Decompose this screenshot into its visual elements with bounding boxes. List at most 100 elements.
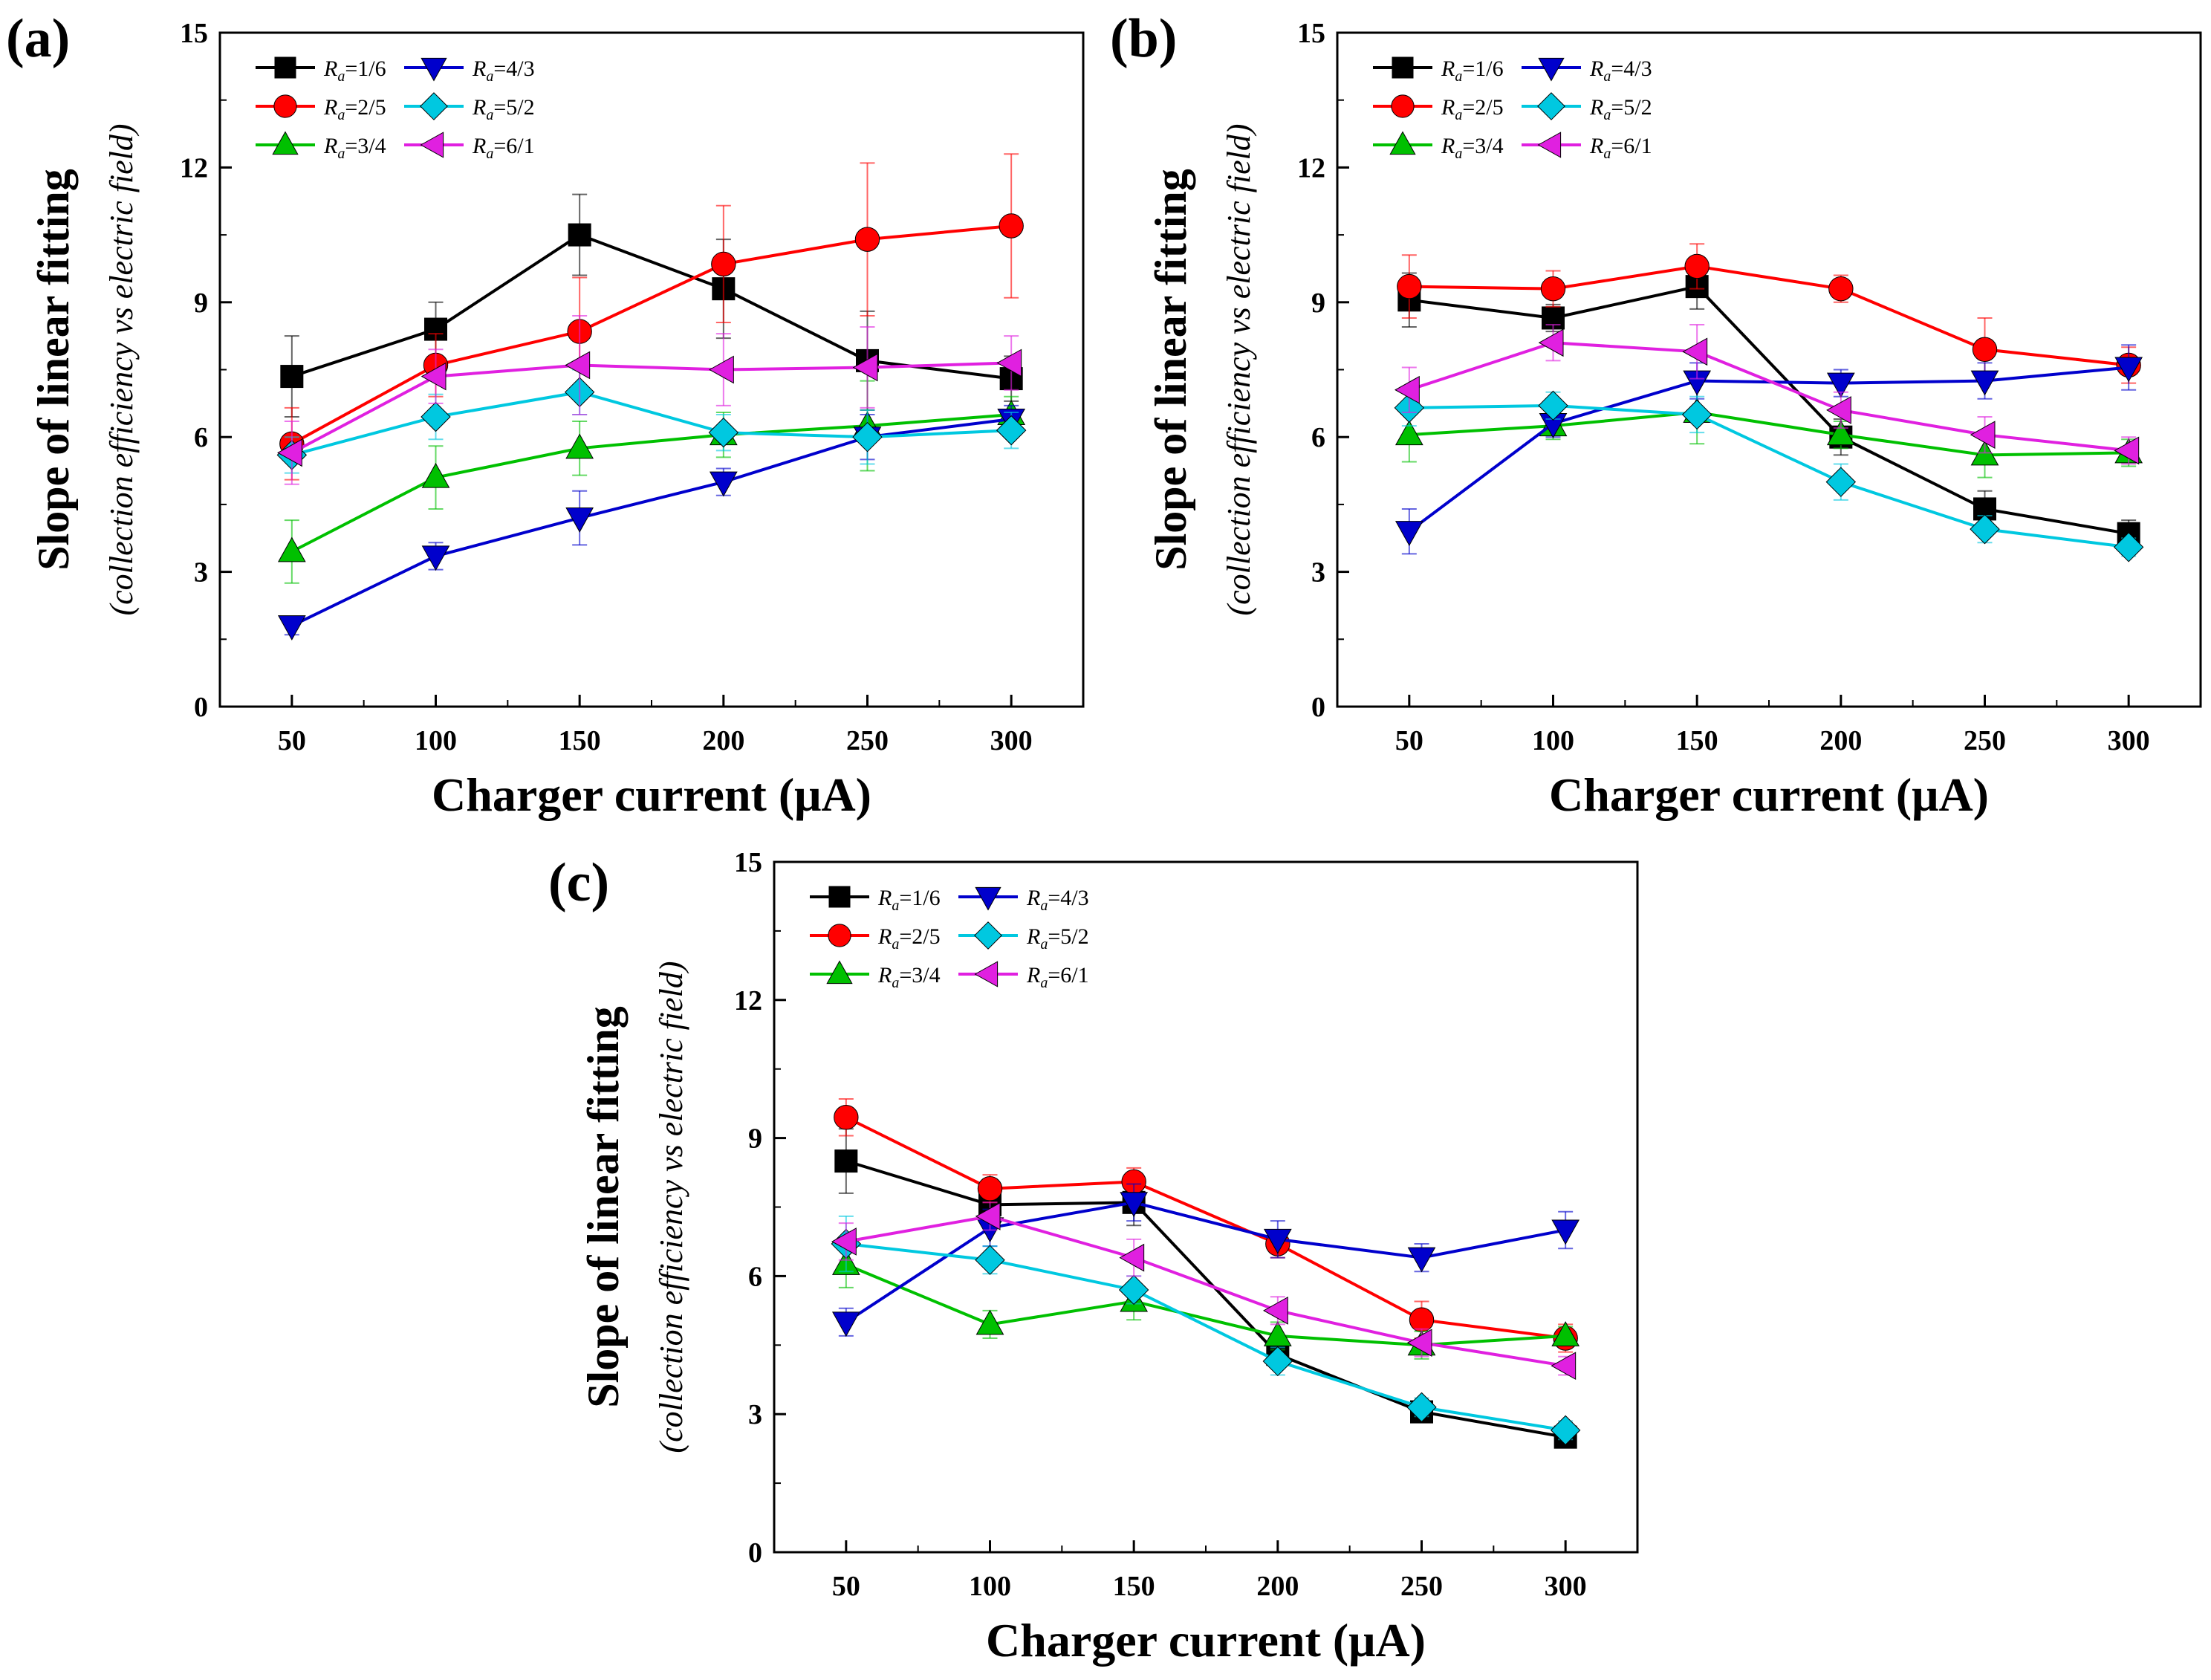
data-point <box>1407 1247 1436 1273</box>
data-point <box>1551 1321 1580 1346</box>
legend-value: =3/4 <box>899 963 940 987</box>
x-tick-label: 50 <box>1395 725 1423 756</box>
series-line <box>291 390 1012 457</box>
y-axis-label: Slope of linear fitting <box>29 169 78 571</box>
y-tick-label: 12 <box>1297 152 1325 184</box>
legend-symbol: R <box>1026 886 1040 910</box>
y-tick-label: 3 <box>194 557 208 588</box>
series-line <box>1409 403 2129 549</box>
data-point <box>1826 420 1855 446</box>
x-axis-label: Charger current (μA) <box>986 1614 1426 1667</box>
series-line <box>845 1201 1566 1324</box>
x-tick-label: 250 <box>846 725 889 756</box>
data-point <box>1406 1392 1437 1423</box>
x-axis-label: Charger current (μA) <box>1549 768 1989 821</box>
series-ra-5-2 <box>1394 389 2144 562</box>
x-tick-label: 200 <box>1256 1571 1299 1602</box>
y-tick-label: 0 <box>748 1537 762 1569</box>
data-point <box>565 507 594 533</box>
data-point <box>565 433 594 459</box>
data-point <box>711 251 736 277</box>
y-axis-sublabel: (collection efficiency vs electric field… <box>653 961 689 1453</box>
legend-label: Ra=1/6 <box>1441 56 1504 85</box>
data-point <box>1826 372 1855 398</box>
legend-marker <box>273 94 297 118</box>
data-point <box>975 1309 1004 1335</box>
data-point <box>565 351 591 380</box>
legend-item: Ra=4/3 <box>1522 56 1652 85</box>
legend-item: Ra=2/5 <box>810 924 941 953</box>
y-tick-label: 9 <box>748 1123 762 1155</box>
legend-subscript: a <box>1455 146 1462 162</box>
data-point <box>1395 375 1420 404</box>
data-point <box>852 353 878 382</box>
series-line <box>845 1263 1566 1347</box>
legend-symbol: R <box>1441 95 1455 120</box>
x-tick-label: 150 <box>559 725 601 756</box>
y-axis-sublabel: (collection efficiency vs electric field… <box>1221 123 1257 615</box>
data-point <box>1263 1321 1292 1346</box>
legend-value: =2/5 <box>345 95 386 120</box>
legend-marker <box>828 924 851 947</box>
legend-label: Ra=5/2 <box>1589 95 1652 123</box>
x-tick-label: 150 <box>1676 725 1718 756</box>
legend-marker <box>1537 132 1562 158</box>
legend-label: Ra=6/1 <box>1589 134 1652 162</box>
legend-symbol: R <box>1589 56 1603 81</box>
x-tick-label: 50 <box>278 725 306 756</box>
x-tick-label: 100 <box>415 725 457 756</box>
series-ra-6-1 <box>831 1201 1577 1381</box>
legend-symbol: R <box>472 134 486 158</box>
legend-subscript: a <box>1455 107 1462 123</box>
y-tick-label: 0 <box>194 692 208 723</box>
legend-item: Ra=1/6 <box>810 886 941 914</box>
legend-marker <box>826 960 853 985</box>
data-point <box>1409 1307 1435 1332</box>
series-ra-6-1 <box>1395 324 2140 465</box>
data-point <box>1262 1346 1293 1377</box>
data-point <box>977 1176 1003 1201</box>
legend-value: =5/2 <box>493 95 534 120</box>
legend-subscript: a <box>892 936 899 953</box>
legend-label: Ra=5/2 <box>1026 924 1089 953</box>
legend-value: =2/5 <box>1462 95 1503 120</box>
data-point <box>1970 513 2000 545</box>
data-point <box>1395 521 1423 546</box>
legend-symbol: R <box>877 886 892 910</box>
y-axis-label: Slope of linear fitting <box>579 1006 628 1408</box>
x-tick-label: 300 <box>990 725 1033 756</box>
legend-item: Ra=3/4 <box>810 960 941 991</box>
series-line <box>845 1214 1566 1368</box>
data-point <box>421 401 451 432</box>
data-point <box>854 227 880 252</box>
legend-symbol: R <box>323 134 337 158</box>
legend-marker <box>1537 92 1565 120</box>
legend-item: Ra=5/2 <box>958 921 1089 953</box>
data-point <box>999 213 1024 239</box>
data-point <box>277 438 302 467</box>
legend-marker <box>1389 131 1416 155</box>
legend-symbol: R <box>1441 134 1455 158</box>
legend-value: =5/2 <box>1048 924 1088 949</box>
legend-label: Ra=2/5 <box>877 924 941 953</box>
legend-subscript: a <box>1040 975 1048 991</box>
y-tick-label: 6 <box>748 1261 762 1292</box>
legend-symbol: R <box>1589 95 1603 120</box>
legend-item: Ra=2/5 <box>1373 94 1504 123</box>
legend-item: Ra=6/1 <box>1522 132 1652 162</box>
data-point <box>975 1202 1001 1230</box>
x-tick-label: 200 <box>1819 725 1862 756</box>
series-line <box>1409 341 2129 453</box>
legend-item: Ra=4/3 <box>404 56 535 85</box>
data-point <box>1825 467 1857 497</box>
data-point <box>1972 337 1998 362</box>
data-point <box>1828 276 1854 302</box>
legend-value: =6/1 <box>1048 963 1088 987</box>
panel-label: (a) <box>6 8 70 69</box>
series-ra-5-2 <box>276 369 1027 474</box>
series-line <box>290 412 1012 554</box>
legend-marker <box>974 921 1002 950</box>
legend-label: Ra=1/6 <box>323 56 386 85</box>
legend-symbol: R <box>1026 924 1040 949</box>
legend-label: Ra=3/4 <box>323 134 386 162</box>
